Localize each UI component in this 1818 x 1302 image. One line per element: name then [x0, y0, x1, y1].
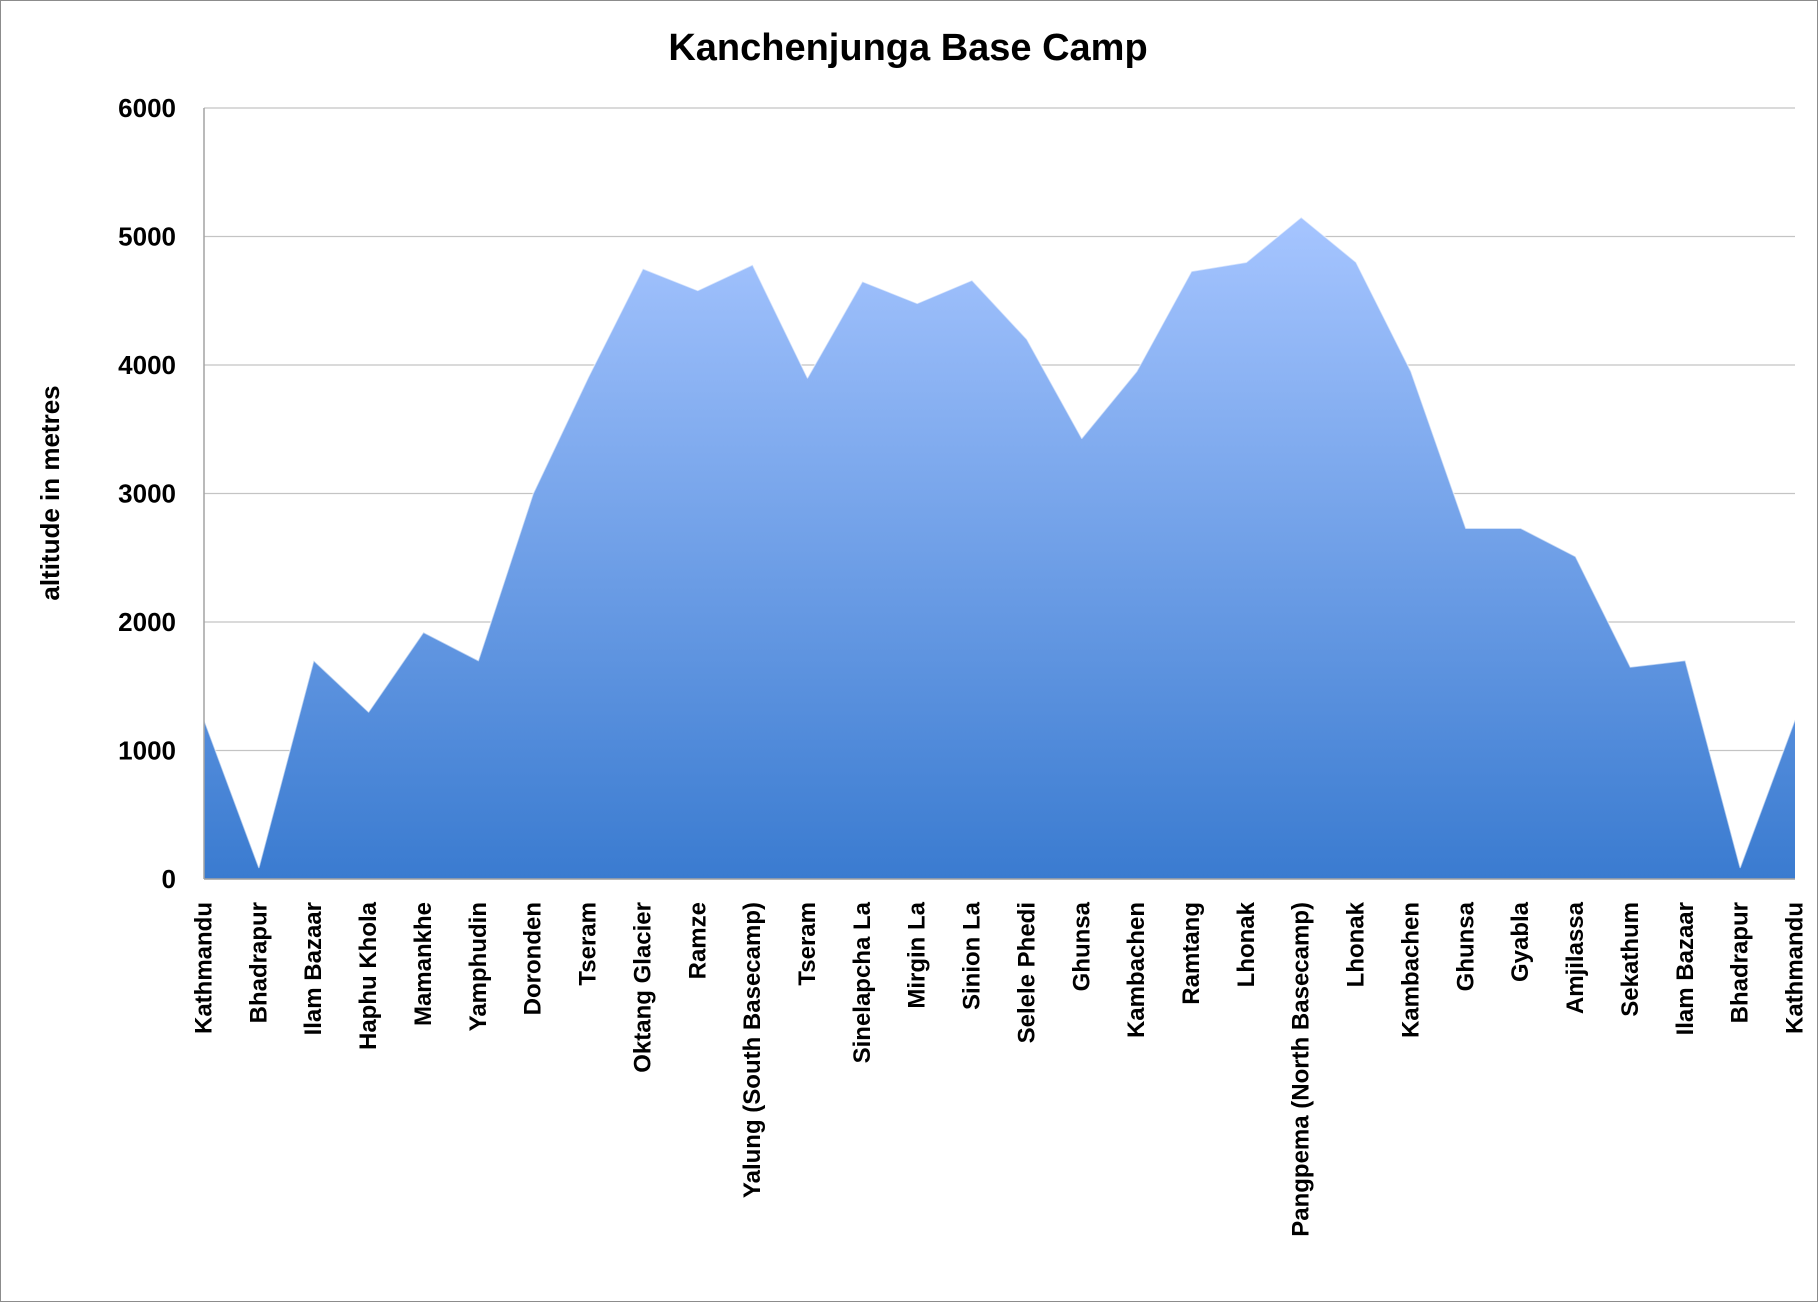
data-point [421, 630, 425, 634]
y-tick-label: 6000 [118, 93, 176, 123]
x-tick-label: Amjilassa [1562, 901, 1589, 1014]
altitude-area [204, 217, 1795, 880]
plot-area [203, 215, 1797, 880]
data-point [586, 376, 590, 380]
x-tick-label: Tseram [575, 902, 602, 986]
data-point [696, 288, 700, 292]
data-point [1244, 260, 1248, 264]
data-point [1628, 665, 1632, 669]
data-point [1080, 436, 1084, 440]
data-point [1354, 260, 1358, 264]
x-tick-label: Mirgin La [904, 901, 931, 1008]
y-tick-label: 2000 [118, 607, 176, 637]
x-tick-label: Bhadrapur [1727, 902, 1754, 1023]
x-tick-label: Tseram [794, 902, 821, 986]
x-tick-label: Haphu Khola [355, 901, 382, 1050]
x-axis-tick-labels: Kathmandu Bhadrapur Ilam Bazaar Haphu Khola… [191, 901, 1809, 1236]
x-tick-label: Mamankhe [410, 902, 437, 1026]
axes [203, 108, 1795, 880]
x-tick-label: Ramze [684, 902, 711, 979]
data-point [970, 278, 974, 282]
x-tick-label: Selele Phedi [1013, 902, 1040, 1043]
x-tick-label: Pangpema (North Basecamp) [1288, 902, 1315, 1237]
data-point [1135, 369, 1139, 373]
data-point [860, 279, 864, 283]
x-tick-label: Ghunsa [1068, 901, 1095, 991]
x-tick-label: Gyabla [1507, 901, 1534, 982]
data-point [1683, 659, 1687, 663]
x-tick-label: Ilam Bazaar [1672, 902, 1699, 1035]
y-axis-tick-labels: 0 1000 2000 3000 4000 5000 6000 [118, 93, 176, 894]
x-tick-label: Kathmandu [191, 902, 218, 1034]
x-tick-label: Sekathum [1617, 902, 1644, 1017]
data-point [312, 659, 316, 663]
data-point [751, 263, 755, 267]
data-point [1519, 526, 1523, 530]
data-point [1574, 554, 1578, 558]
x-tick-label: Sinion La [959, 901, 986, 1010]
x-tick-label: Sinelapcha La [849, 901, 876, 1063]
y-tick-label: 1000 [118, 736, 176, 766]
data-point [257, 865, 261, 869]
data-point [1025, 337, 1029, 341]
x-tick-label: Lhonak [1343, 901, 1370, 987]
chart-title: Kanchenjunga Base Camp [668, 27, 1147, 69]
data-point [1409, 369, 1413, 373]
x-tick-label: Oktang Glacier [629, 902, 656, 1073]
x-tick-label: Ghunsa [1452, 901, 1479, 991]
x-tick-label: Bhadrapur [245, 902, 272, 1023]
x-tick-label: Yamphudin [465, 902, 492, 1031]
x-tick-label: Kathmandu [1782, 902, 1809, 1034]
data-point [641, 267, 645, 271]
data-point [1190, 269, 1194, 273]
data-point [805, 376, 809, 380]
data-point [1299, 215, 1303, 219]
x-tick-label: Kambachen [1397, 902, 1424, 1038]
y-tick-label: 5000 [118, 222, 176, 252]
data-point [1464, 526, 1468, 530]
y-tick-label: 0 [162, 864, 176, 894]
data-point [367, 710, 371, 714]
x-tick-label: Ramtang [1178, 902, 1205, 1005]
x-tick-label: Lhonak [1233, 901, 1260, 987]
data-point [1793, 718, 1797, 722]
data-point [1738, 865, 1742, 869]
y-tick-label: 4000 [118, 350, 176, 380]
x-tick-label: Ilam Bazaar [300, 902, 327, 1035]
data-point [915, 301, 919, 305]
x-tick-label: Doronden [520, 902, 547, 1015]
y-axis-label: altitude in metres [35, 385, 65, 600]
x-tick-label: Yalung (South Basecamp) [739, 902, 766, 1198]
data-point [531, 492, 535, 496]
x-tick-label: Kambachen [1123, 902, 1150, 1038]
data-point [476, 659, 480, 663]
altitude-line [203, 216, 1796, 869]
y-tick-label: 3000 [118, 479, 176, 509]
